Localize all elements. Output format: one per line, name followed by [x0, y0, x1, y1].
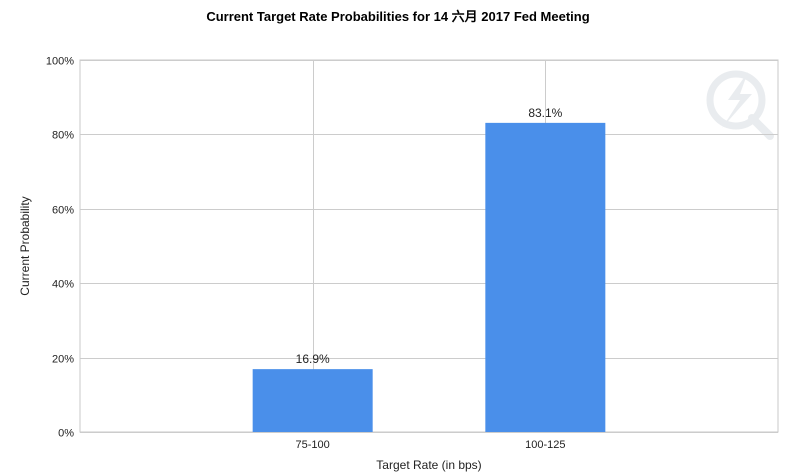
x-axis-label: Target Rate (in bps) [376, 458, 481, 472]
data-labels: 16.9% 83.1% [296, 106, 563, 366]
y-axis-label: Current Probability [18, 196, 32, 295]
logo-watermark-icon [706, 70, 774, 140]
x-tick-label: 100-125 [525, 439, 565, 451]
y-tick-label: 40% [52, 279, 74, 291]
bar [485, 122, 606, 433]
grid-lines [79, 59, 779, 433]
y-tick-labels: 0% 20% 40% 60% 80% 100% [46, 56, 74, 440]
y-tick-label: 60% [52, 205, 74, 217]
y-tick-label: 0% [58, 428, 74, 440]
data-label: 16.9% [296, 352, 330, 366]
y-tick-label: 20% [52, 354, 74, 366]
y-tick-label: 80% [52, 130, 74, 142]
x-tick-label: 75-100 [296, 439, 330, 451]
plot-frame [79, 59, 779, 433]
bars [252, 122, 606, 433]
data-label: 83.1% [528, 106, 562, 120]
chart-title: Current Target Rate Probabilities for 14… [206, 9, 589, 24]
x-tick-labels: 75-100 100-125 [296, 439, 566, 451]
bar [252, 369, 373, 432]
y-tick-label: 100% [46, 56, 74, 68]
